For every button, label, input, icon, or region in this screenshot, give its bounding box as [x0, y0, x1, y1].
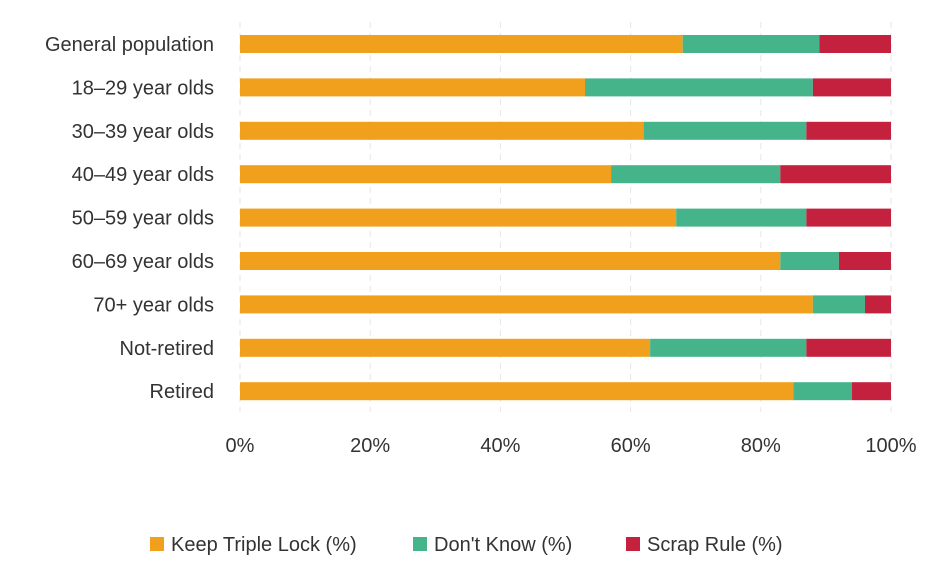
bar-segment: [806, 208, 891, 227]
x-tick-label: 100%: [865, 435, 916, 457]
category-label: 30–39 year olds: [72, 121, 214, 143]
bar-segment: [240, 338, 651, 357]
bar-segment: [240, 78, 586, 97]
bar-segment: [819, 35, 891, 53]
x-tick-label: 80%: [741, 435, 781, 457]
bar-segment: [240, 208, 677, 227]
bar-segment: [240, 382, 794, 401]
bar-segment: [838, 252, 891, 270]
category-label: Retired: [150, 381, 214, 403]
bar-segment: [780, 165, 891, 184]
legend-label: Scrap Rule (%): [647, 534, 783, 556]
legend-label: Keep Triple Lock (%): [171, 534, 357, 556]
bar-segment: [676, 208, 807, 227]
bar-segment: [780, 252, 839, 270]
legend-swatch: [150, 537, 164, 551]
bar-segment: [240, 295, 813, 314]
bar-segment: [806, 121, 891, 140]
x-tick-label: 20%: [350, 435, 390, 457]
legend-swatch: [626, 537, 640, 551]
category-labels: General population 18–29 year olds 30–39 y…: [45, 34, 214, 403]
bar-segment: [812, 78, 891, 97]
legend: Keep Triple Lock (%) Don't Know (%) Scrap …: [150, 534, 783, 556]
x-tick-label: 60%: [611, 435, 651, 457]
category-label: 50–59 year olds: [72, 208, 214, 230]
bar-segment: [650, 338, 807, 357]
bar-segment: [682, 35, 820, 53]
bar-segment: [585, 78, 813, 97]
bar-segment: [806, 338, 891, 357]
bar-segment: [611, 165, 781, 184]
bar-segment: [240, 252, 781, 270]
bar-segment: [793, 382, 852, 401]
legend-swatch: [413, 537, 427, 551]
bar-segment: [240, 121, 644, 140]
category-label: 40–49 year olds: [72, 164, 214, 186]
x-axis-tick-labels: 0% 20% 40% 60% 80% 100%: [226, 435, 917, 457]
bar-segment: [864, 295, 891, 314]
x-tick-label: 40%: [480, 435, 520, 457]
category-label: General population: [45, 34, 214, 56]
bars: [240, 35, 891, 401]
bar-segment: [240, 165, 612, 184]
bar-segment: [851, 382, 891, 401]
bar-segment: [240, 35, 683, 53]
category-label: Not-retired: [120, 338, 214, 360]
x-tick-label: 0%: [226, 435, 255, 457]
category-label: 60–69 year olds: [72, 251, 214, 273]
bar-segment: [643, 121, 807, 140]
category-label: 18–29 year olds: [72, 77, 214, 99]
bar-segment: [812, 295, 865, 314]
category-label: 70+ year olds: [93, 294, 214, 316]
legend-label: Don't Know (%): [434, 534, 572, 556]
